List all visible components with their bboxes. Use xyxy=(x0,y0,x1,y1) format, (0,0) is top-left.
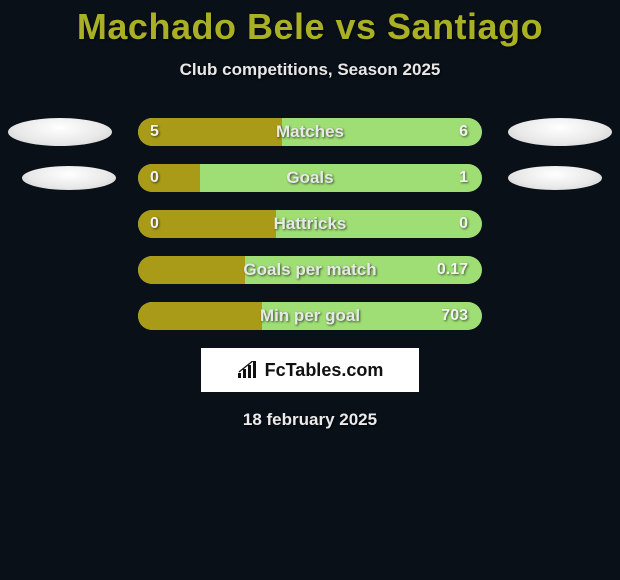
footer-date: 18 february 2025 xyxy=(0,410,620,430)
stat-bar-left xyxy=(138,302,262,330)
stat-bar xyxy=(138,164,482,192)
stat-row: 00Hattricks xyxy=(0,210,620,238)
logo-text: FcTables.com xyxy=(265,360,384,381)
stat-value-left: 0 xyxy=(150,164,159,192)
stat-bar xyxy=(138,210,482,238)
stat-value-right: 0.17 xyxy=(437,256,468,284)
player-right-icon xyxy=(508,166,602,190)
stat-value-right: 0 xyxy=(459,210,468,238)
stat-bar xyxy=(138,118,482,146)
stat-row: 703Min per goal xyxy=(0,302,620,330)
stat-bar xyxy=(138,302,482,330)
page-subtitle: Club competitions, Season 2025 xyxy=(0,60,620,80)
stat-value-right: 1 xyxy=(459,164,468,192)
bar-chart-icon xyxy=(237,361,259,379)
stat-row: 0.17Goals per match xyxy=(0,256,620,284)
player-right-icon xyxy=(508,118,612,146)
player-left-icon xyxy=(8,118,112,146)
comparison-chart: 56Matches01Goals00Hattricks0.17Goals per… xyxy=(0,118,620,330)
site-logo: FcTables.com xyxy=(201,348,419,392)
stat-bar-left xyxy=(138,164,200,192)
player-left-icon xyxy=(22,166,116,190)
page-title: Machado Bele vs Santiago xyxy=(0,0,620,48)
stat-bar-left xyxy=(138,256,245,284)
stat-row: 01Goals xyxy=(0,164,620,192)
stat-value-left: 5 xyxy=(150,118,159,146)
stat-value-left: 0 xyxy=(150,210,159,238)
stat-bar xyxy=(138,256,482,284)
stat-row: 56Matches xyxy=(0,118,620,146)
stat-value-right: 703 xyxy=(441,302,468,330)
stat-value-right: 6 xyxy=(459,118,468,146)
stat-bar-left xyxy=(138,118,282,146)
